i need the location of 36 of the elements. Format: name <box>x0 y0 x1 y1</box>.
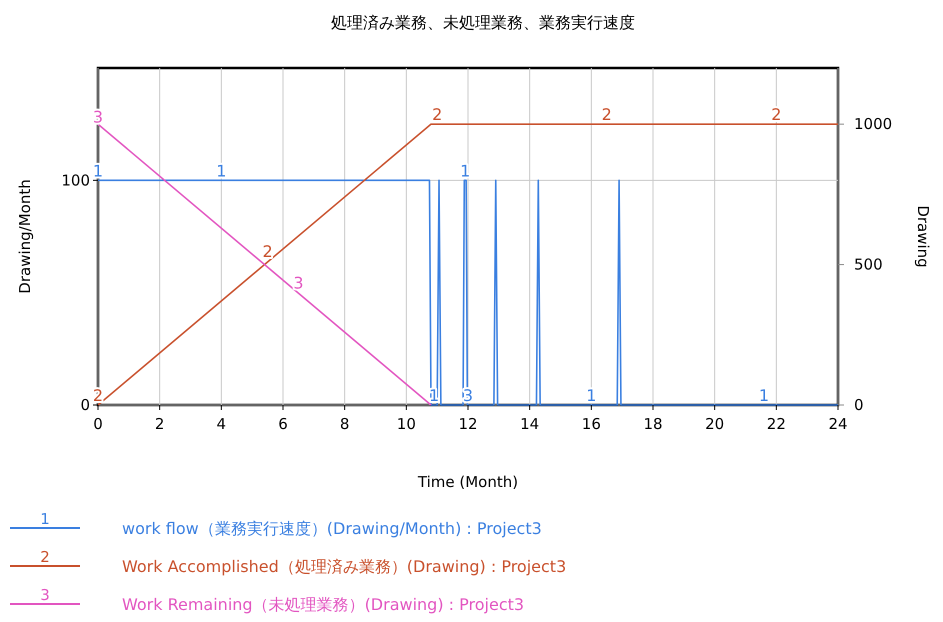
x-tick-label: 14 <box>520 415 540 433</box>
annotation: 2 <box>262 242 273 262</box>
chart-title: 処理済み業務、未処理業務、業務実行速度 <box>331 13 635 32</box>
x-tick-label: 16 <box>582 415 601 433</box>
x-tick-label: 20 <box>705 415 724 433</box>
text: 2 <box>40 548 50 566</box>
y-axis-title: Drawing/Month <box>16 179 34 294</box>
annotation: 2 <box>602 105 612 124</box>
annotation: 1 <box>758 386 770 405</box>
x-axis-title: Time (Month) <box>416 473 518 491</box>
x-tick-label: 4 <box>216 415 226 433</box>
y2-tick-label: 0 <box>854 396 864 414</box>
y2-axis-title: Drawing <box>914 205 932 268</box>
x-tick-label: 0 <box>93 415 103 433</box>
text: 1 <box>40 510 50 528</box>
y-tick-label: 100 <box>61 171 90 190</box>
annotation: 2 <box>771 105 782 124</box>
annotation: 2 <box>432 105 442 124</box>
x-tick-label: 10 <box>396 415 416 433</box>
y2-tick-label: 1000 <box>854 115 892 134</box>
annotation: 1 <box>216 161 226 180</box>
x-tick-label: 12 <box>458 415 478 433</box>
y2-tick-label: 500 <box>854 256 883 274</box>
annotation: 1 <box>460 161 470 180</box>
x-tick-label: 18 <box>643 415 663 433</box>
annotation: 3 <box>293 274 304 293</box>
x-tick-label: 6 <box>278 415 288 433</box>
text: work flow（業務実行速度）(Drawing/Month) : Project3 <box>122 519 542 538</box>
text: Work Remaining（未処理業務）(Drawing) : Project3 <box>122 595 524 614</box>
x-tick-label: 2 <box>154 415 164 433</box>
x-tick-label: 22 <box>766 415 786 433</box>
text: Work Accomplished（処理済み業務）(Drawing) : Project3 <box>122 557 566 576</box>
text: 3 <box>40 586 50 604</box>
x-tick-label: 8 <box>340 415 350 433</box>
x-tick-label: 24 <box>828 415 848 433</box>
annotation: 1 <box>586 386 596 405</box>
